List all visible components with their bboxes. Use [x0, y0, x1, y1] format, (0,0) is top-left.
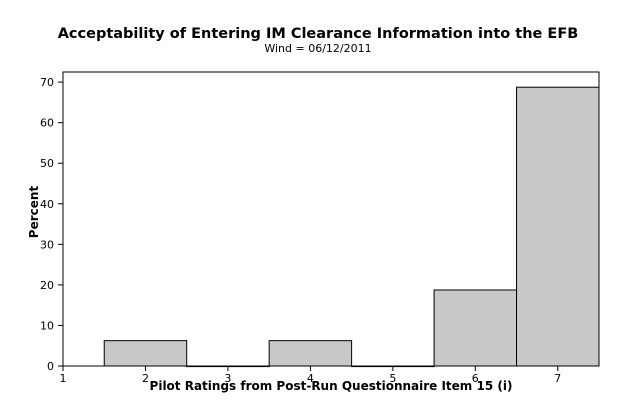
x-axis: 1 2 3 4 5 6 7: [60, 366, 561, 385]
x-tick-label-1: 1: [60, 372, 67, 385]
x-tick-label-4: 4: [307, 372, 314, 385]
y-tick-label-70: 70: [40, 76, 54, 89]
chart-subtitle: Wind = 06/12/2011: [264, 42, 371, 55]
x-tick-label-2: 2: [142, 372, 149, 385]
chart-title: Acceptability of Entering IM Clearance I…: [58, 26, 579, 42]
x-tick-label-5: 5: [389, 372, 396, 385]
y-tick-label-40: 40: [40, 198, 54, 211]
x-axis-label: Pilot Ratings from Post-Run Questionnair…: [150, 379, 513, 393]
y-tick-label-20: 20: [40, 279, 54, 292]
y-tick-label-50: 50: [40, 157, 54, 170]
y-tick-label-60: 60: [40, 117, 54, 130]
bar-rating-4: [268, 340, 353, 367]
bars-group: [103, 86, 600, 368]
y-axis: 0 10 20 30 40 50 60 70: [40, 76, 63, 373]
bar-rating-6: [433, 289, 518, 367]
x-tick-label-7: 7: [554, 372, 561, 385]
bar-rating-2: [103, 340, 188, 367]
y-tick-label-30: 30: [40, 238, 54, 251]
x-tick-label-6: 6: [472, 372, 479, 385]
y-tick-label-0: 0: [47, 360, 54, 373]
bar-rating-7: [516, 86, 600, 367]
x-tick-label-3: 3: [224, 372, 231, 385]
y-axis-label: Percent: [27, 186, 41, 239]
y-tick-label-10: 10: [40, 319, 54, 332]
